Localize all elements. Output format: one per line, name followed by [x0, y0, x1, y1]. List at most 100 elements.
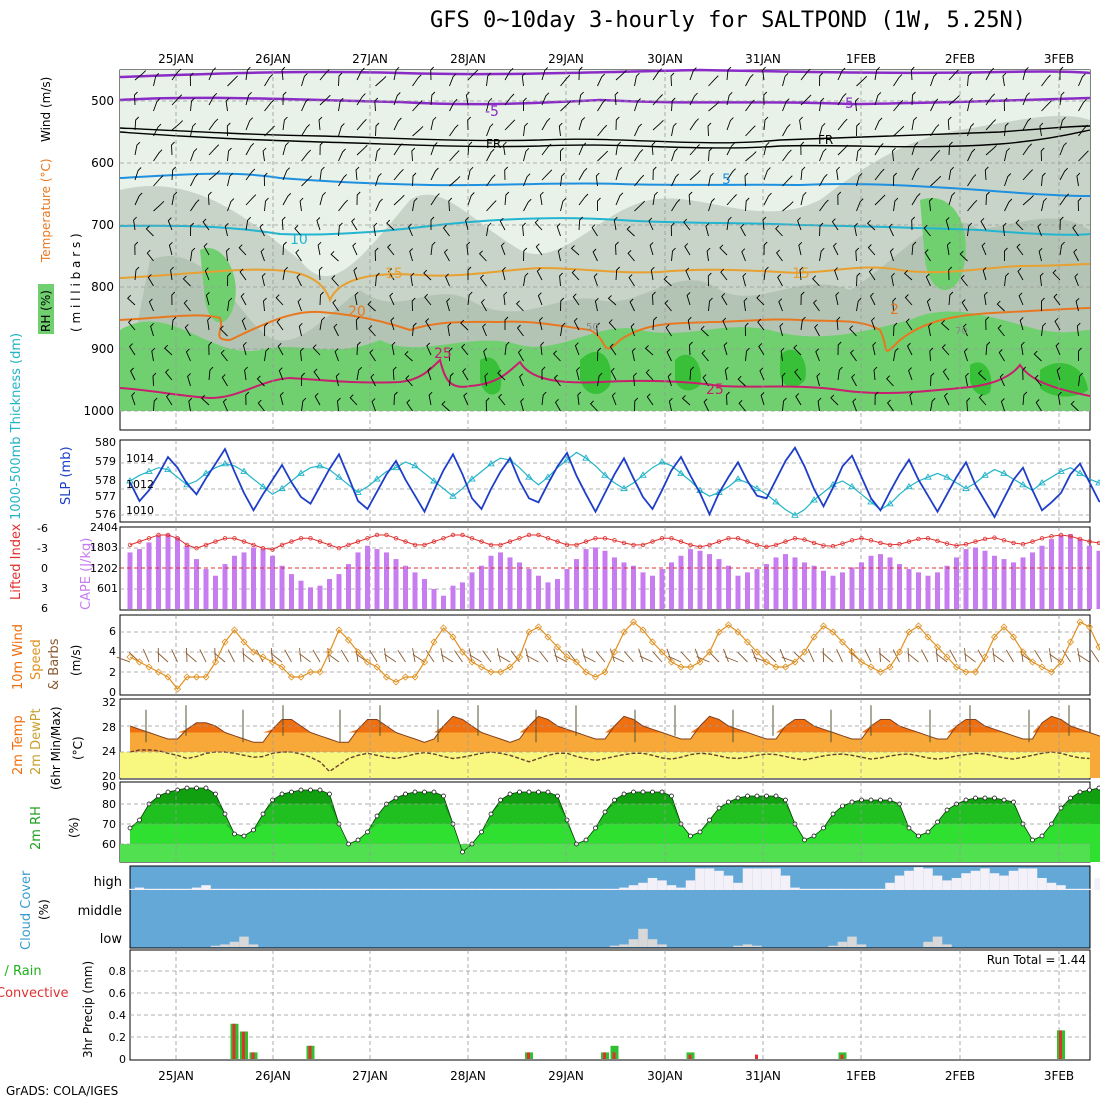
precip-convective-bar [688, 1054, 692, 1059]
wind-barb [834, 267, 839, 281]
wind-barb [465, 91, 470, 106]
cloud-low-bar [847, 936, 857, 947]
wind-speed-point [382, 673, 391, 681]
wind-speed-point [772, 663, 780, 671]
wind-barb [864, 649, 872, 663]
wind-barb [392, 366, 397, 381]
cape-bar [308, 587, 313, 609]
lifted-index-point [925, 536, 931, 541]
cape-bar [878, 554, 883, 609]
wind-barb [967, 222, 973, 237]
thickness-point [278, 484, 286, 492]
rh-legend-swatch [38, 284, 54, 334]
wind-barb [948, 266, 953, 281]
wind-barb [904, 294, 913, 306]
wind-barb [226, 122, 231, 137]
wind-barb [147, 274, 154, 287]
wind-barb [1078, 150, 1089, 162]
wind-speed-point [848, 648, 856, 656]
wind-barb [171, 94, 183, 106]
precip-convective-bar [232, 1023, 236, 1059]
wind-barb [127, 294, 136, 306]
wind-barb [671, 173, 680, 187]
wind-barb [615, 69, 627, 81]
wind-barb [782, 397, 787, 412]
rh2m-point [1068, 795, 1073, 801]
wind-barb [978, 394, 987, 406]
wind-speed-point [867, 663, 875, 671]
wind-barb [467, 116, 472, 131]
lifted-index-point [783, 539, 788, 544]
rh2m-point [621, 791, 627, 797]
wind-barb [525, 648, 530, 663]
cloud-high-bar [961, 873, 971, 890]
cape-bar [441, 595, 446, 609]
contour-label-20-right: 2 [890, 302, 899, 318]
thickness-point [981, 471, 989, 478]
cloud-high-bar [495, 888, 506, 890]
wind-barb [261, 272, 266, 287]
wind-barb [541, 169, 553, 181]
wind-barb [1059, 241, 1065, 256]
wind-barb [910, 66, 915, 81]
cloud-high-bar [229, 888, 240, 890]
rh2m-point [688, 833, 693, 839]
wind-barb [256, 375, 265, 387]
wind-barb [996, 300, 1005, 312]
wind-barb [800, 291, 805, 306]
wind-barb [645, 369, 654, 381]
wind-barb [1004, 247, 1008, 261]
wind-barb [891, 272, 895, 287]
wind-barb [333, 323, 339, 337]
wind-barb [201, 394, 210, 406]
wind-barb [581, 648, 587, 663]
wind-barb [887, 399, 894, 412]
wind-barb [837, 67, 846, 81]
wind-barb [663, 275, 672, 287]
wind-barb [740, 223, 746, 237]
wind-barb [264, 125, 275, 137]
wind-barb [943, 392, 950, 406]
cape-bar [621, 562, 627, 609]
wind-barb [1054, 317, 1061, 331]
contour-labels: -5 -5 FR FR 5 10 15 15 20 2 25 25 50 70 [290, 96, 968, 398]
rh2m-point [279, 791, 285, 797]
rh2m-point [593, 825, 598, 831]
wind-barb [751, 648, 758, 663]
wind-barb [331, 275, 339, 287]
wind-barb [689, 67, 697, 81]
wind-barb [406, 399, 413, 412]
cloud-high-bar [581, 888, 591, 890]
cloud-high-bar [799, 888, 810, 890]
wind-barb [442, 224, 450, 237]
lifted-index-point [232, 536, 237, 541]
wind-barb [1022, 66, 1029, 81]
wind-barb [190, 222, 195, 237]
cape-bar [906, 569, 912, 609]
wind-barb [724, 656, 739, 663]
cape-bar [773, 557, 779, 609]
thickness-point [354, 488, 362, 495]
cape-bar [897, 564, 902, 609]
wind-speed-point [1009, 633, 1018, 641]
date-label: 1FEB [846, 1069, 876, 1083]
thickness-point [411, 461, 419, 469]
wind-barb [557, 247, 562, 262]
cape-bar [631, 565, 636, 609]
wind-barb [708, 172, 714, 187]
wind-speed-point [477, 663, 486, 671]
wind-barb [411, 297, 416, 312]
thickness-point [1038, 479, 1046, 486]
thickness-point [316, 461, 324, 469]
wind-barb [443, 248, 450, 262]
wind-barb [797, 217, 802, 231]
wind-barb [903, 269, 913, 281]
lifted-index-point [260, 546, 266, 551]
wind-barb [707, 122, 712, 137]
wind-barb [412, 322, 417, 337]
wind-barb [962, 323, 968, 337]
cloud-high-bar [742, 868, 753, 890]
wind-barb [578, 66, 583, 81]
wind-barb [374, 97, 379, 112]
wind-barb [726, 194, 737, 206]
